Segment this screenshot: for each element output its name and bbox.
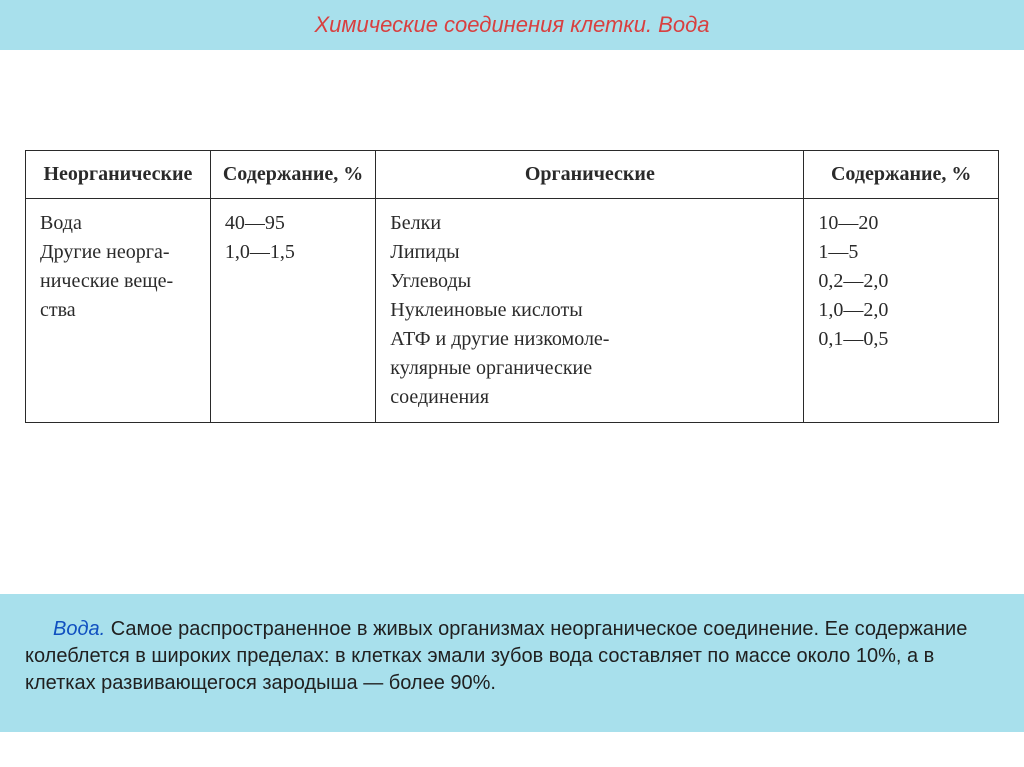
table-container: Неорганические Содержание, % Органически… [25,150,999,423]
th-organic: Органические [376,151,804,199]
page-title: Химические соединения клетки. Вода [314,12,709,37]
footer-lead: Вода. [53,618,105,640]
cell-organic: БелкиЛипидыУглеводыНуклеиновые кислотыАТ… [376,199,804,423]
footer-paragraph: Вода. Самое распространенное в живых орг… [25,616,999,697]
table-header-row: Неорганические Содержание, % Органически… [26,151,999,199]
th-inorganic-pct: Содержание, % [210,151,375,199]
cell-organic-pct: 10—201—50,2—2,01,0—2,00,1—0,5 [804,199,999,423]
cell-inorganic: ВодаДругие неорга-нические веще-ства [26,199,211,423]
compounds-table: Неорганические Содержание, % Органически… [25,150,999,423]
footer-panel: Вода. Самое распространенное в живых орг… [0,594,1024,732]
footer-body: Самое распространенное в живых организма… [25,618,967,694]
title-bar: Химические соединения клетки. Вода [0,0,1024,50]
th-organic-pct: Содержание, % [804,151,999,199]
table-row: ВодаДругие неорга-нические веще-ства 40—… [26,199,999,423]
th-inorganic: Неорганические [26,151,211,199]
cell-inorganic-pct: 40—951,0—1,5 [210,199,375,423]
